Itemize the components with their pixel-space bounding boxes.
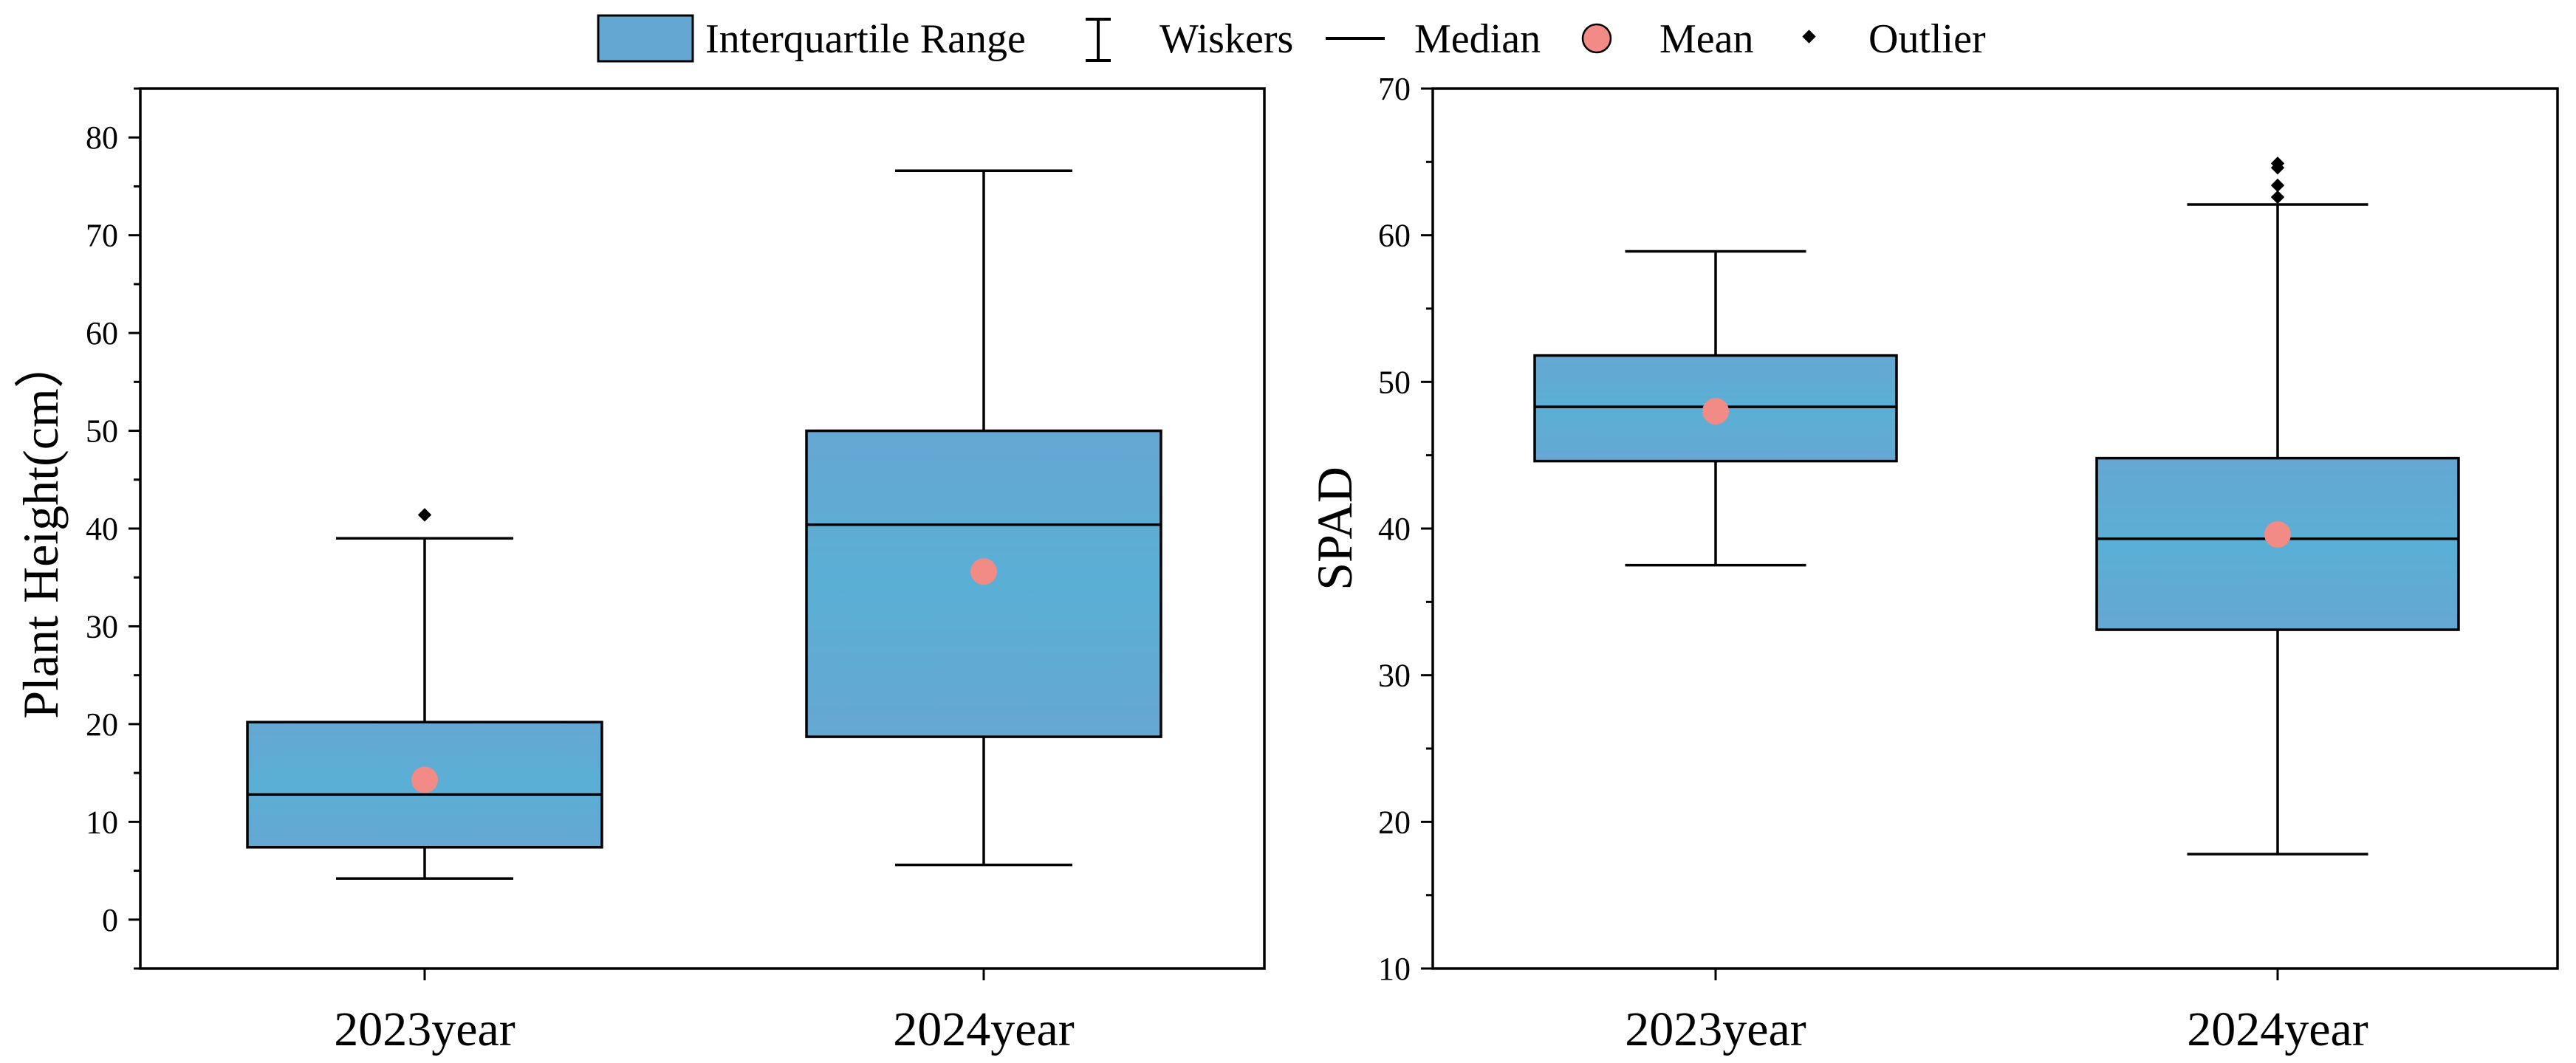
plant-height-x-tick-label: 2024year: [893, 1002, 1075, 1056]
spad-y-axis: 10 20 30 40 50 60 70: [1378, 71, 1433, 987]
plant-height-y-tick-label: 30: [86, 608, 118, 644]
spad-outlier-marker: [2270, 156, 2285, 171]
plant-height-boxes: [246, 169, 1162, 880]
plant-height-mean-marker: [970, 558, 997, 585]
spad-y-tick-label: 50: [1378, 364, 1411, 400]
plant-height-panel: 0 10 20 30 40 50 60 70 80 2023year 2024year Plant…: [13, 87, 1266, 1056]
plant-height-x-axis: 2023year 2024year: [334, 969, 1075, 1056]
spad-mean-marker: [1702, 398, 1729, 425]
legend: Interquartile Range Wiskers Median Mean …: [597, 14, 1986, 63]
plant-height-y-tick-label: 80: [86, 120, 118, 156]
legend-iqr-swatch: [597, 14, 694, 63]
plant-height-y-tick-label: 20: [86, 706, 118, 743]
spad-outlier-marker: [2270, 190, 2285, 204]
plant-height-y-axis-label: Plant Height(cm）: [13, 338, 69, 719]
spad-y-tick-label: 70: [1378, 71, 1411, 107]
plant-height-outlier-marker: [417, 508, 432, 522]
plant-height-mean-marker: [411, 766, 438, 794]
spad-boxes: [1533, 156, 2460, 856]
legend-outlier-icon: [1802, 30, 1816, 44]
spad-y-tick-label: 30: [1378, 658, 1411, 694]
legend-mean-label: Mean: [1659, 16, 1754, 62]
spad-panel: 10 20 30 40 50 60 70 2023year 2024year SPAD: [1306, 71, 2559, 1056]
legend-outlier-label: Outlier: [1868, 16, 1986, 62]
spad-y-tick-label: 20: [1378, 804, 1411, 840]
plant-height-x-tick-label: 2023year: [334, 1002, 515, 1056]
legend-whisker-icon: [1086, 18, 1111, 62]
spad-x-tick-label: 2024year: [2187, 1002, 2368, 1056]
spad-outlier-marker: [2270, 178, 2285, 193]
spad-y-tick-label: 10: [1378, 951, 1411, 987]
plant-height-y-tick-label: 70: [86, 218, 118, 254]
spad-mean-marker: [2264, 520, 2291, 548]
legend-whiskers-label: Wiskers: [1159, 16, 1293, 62]
spad-y-tick-label: 40: [1378, 511, 1411, 547]
plant-height-y-tick-label: 60: [86, 315, 118, 351]
plant-height-y-tick-label: 0: [102, 902, 118, 938]
plant-height-y-tick-label: 40: [86, 511, 118, 547]
spad-iqr-box: [2095, 456, 2460, 631]
spad-x-tick-label: 2023year: [1625, 1002, 1806, 1056]
plant-height-y-axis: 0 10 20 30 40 50 60 70 80: [86, 87, 140, 970]
legend-iqr-label: Interquartile Range: [705, 16, 1026, 62]
plant-height-y-tick-label: 10: [86, 804, 118, 840]
legend-median-label: Median: [1414, 16, 1541, 62]
legend-mean-icon: [1581, 23, 1612, 54]
spad-x-axis: 2023year 2024year: [1625, 969, 2368, 1056]
plant-height-y-tick-label: 50: [86, 413, 118, 450]
spad-y-tick-label: 60: [1378, 218, 1411, 254]
spad-y-axis-label: SPAD: [1306, 467, 1363, 591]
